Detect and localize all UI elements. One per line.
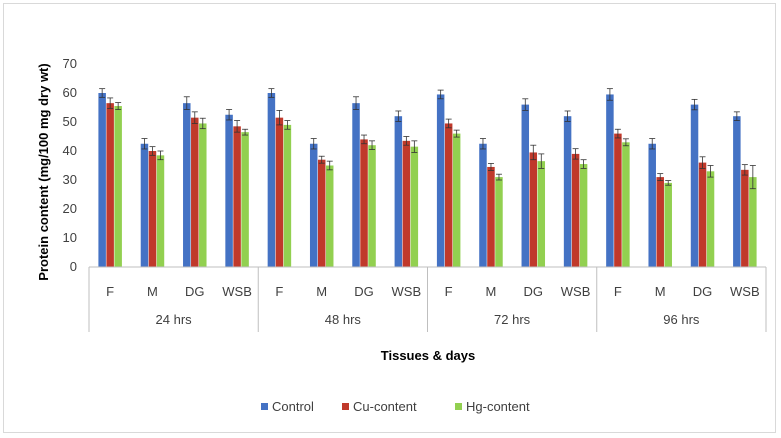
y-tick-label: 30 [63, 172, 77, 187]
group-label: 24 hrs [156, 312, 193, 327]
legend-label: Cu-content [353, 399, 417, 414]
bar-control [267, 93, 276, 267]
bar-hg-content [368, 145, 376, 267]
bar-cu-content [106, 103, 114, 268]
group-label: 96 hrs [663, 312, 700, 327]
axes [88, 266, 767, 332]
bar-control [225, 114, 233, 267]
bar-control [479, 143, 487, 267]
bar-hg-content [156, 155, 165, 267]
y-tick-label: 70 [63, 56, 77, 71]
category-label: F [614, 284, 622, 299]
bar-cu-content [614, 133, 622, 267]
category-label: WSB [561, 284, 591, 299]
group-label: 48 hrs [325, 312, 362, 327]
y-tick-label: 20 [63, 201, 77, 216]
bar-hg-content [749, 177, 757, 267]
bar-control [98, 93, 106, 267]
bar-cu-content [444, 123, 453, 267]
category-label: M [147, 284, 158, 299]
bar-control [521, 104, 530, 267]
bar-control [690, 104, 699, 267]
y-axis-ticks: 0 10 20 30 40 50 60 70 [63, 56, 77, 274]
category-label: M [316, 284, 327, 299]
chart-frame: 0 10 20 30 40 50 60 70 F M DG WSB F M DG WSB F M DG WSB F M D… [3, 3, 776, 433]
bar-hg-content [495, 177, 503, 267]
bar-chart: 0 10 20 30 40 50 60 70 F M DG WSB F M DG WSB F M DG WSB F M D… [36, 56, 767, 414]
bar-cu-content [402, 140, 411, 267]
legend-swatch-control [261, 403, 268, 410]
bar-control [183, 103, 191, 268]
y-tick-label: 40 [63, 143, 77, 158]
category-label: WSB [730, 284, 760, 299]
bar-cu-content [656, 177, 664, 267]
bar-hg-content [452, 133, 461, 267]
bar-control [606, 94, 614, 267]
y-tick-label: 10 [63, 230, 77, 245]
bar-hg-content [622, 142, 630, 267]
bar-control [140, 143, 149, 267]
legend-swatch-cu-content [342, 403, 349, 410]
bar-control [733, 116, 741, 267]
bar-hg-content [579, 164, 588, 267]
bar-cu-content [317, 159, 326, 267]
x-axis-title: Tissues & days [381, 348, 475, 363]
bar-control [309, 143, 318, 267]
bars [98, 88, 757, 268]
bar-control [436, 94, 445, 267]
category-label: F [106, 284, 114, 299]
category-label: DG [524, 284, 544, 299]
category-label: WSB [392, 284, 422, 299]
x-axis-labels: F M DG WSB F M DG WSB F M DG WSB F M DG WSB 24 hrs 48 hrs… [106, 284, 759, 327]
bar-control [648, 143, 656, 267]
category-label: DG [185, 284, 205, 299]
bar-cu-content [191, 117, 199, 268]
bar-cu-content [233, 126, 241, 267]
legend-label: Hg-content [466, 399, 530, 414]
bar-hg-content [664, 182, 672, 267]
bar-cu-content [487, 166, 495, 267]
bar-cu-content [529, 152, 538, 267]
bar-control [563, 116, 572, 267]
y-tick-label: 0 [70, 259, 77, 274]
bar-cu-content [275, 117, 284, 268]
y-axis-title: Protein content (mg/100 mg dry wt) [36, 63, 51, 280]
bar-cu-content [360, 139, 368, 267]
bar-hg-content [706, 171, 715, 267]
y-tick-label: 60 [63, 85, 77, 100]
category-label: DG [693, 284, 713, 299]
bar-hg-content [241, 132, 249, 267]
bar-hg-content [283, 124, 292, 268]
bar-hg-content [325, 165, 334, 267]
category-label: WSB [222, 284, 252, 299]
category-label: M [486, 284, 497, 299]
legend: Control Cu-content Hg-content [261, 399, 530, 414]
bar-hg-content [199, 123, 207, 267]
category-label: M [655, 284, 666, 299]
bar-control [352, 103, 360, 268]
bar-cu-content [698, 162, 707, 267]
bar-hg-content [537, 161, 546, 267]
legend-label: Control [272, 399, 314, 414]
group-label: 72 hrs [494, 312, 531, 327]
bar-cu-content [741, 169, 749, 267]
bar-cu-content [148, 151, 157, 267]
bar-cu-content [571, 153, 580, 267]
category-label: DG [354, 284, 374, 299]
bar-control [394, 116, 403, 267]
bar-hg-content [114, 106, 122, 267]
bar-hg-content [410, 146, 419, 267]
category-label: F [445, 284, 453, 299]
y-tick-label: 50 [63, 114, 77, 129]
category-label: F [275, 284, 283, 299]
legend-swatch-hg-content [455, 403, 462, 410]
